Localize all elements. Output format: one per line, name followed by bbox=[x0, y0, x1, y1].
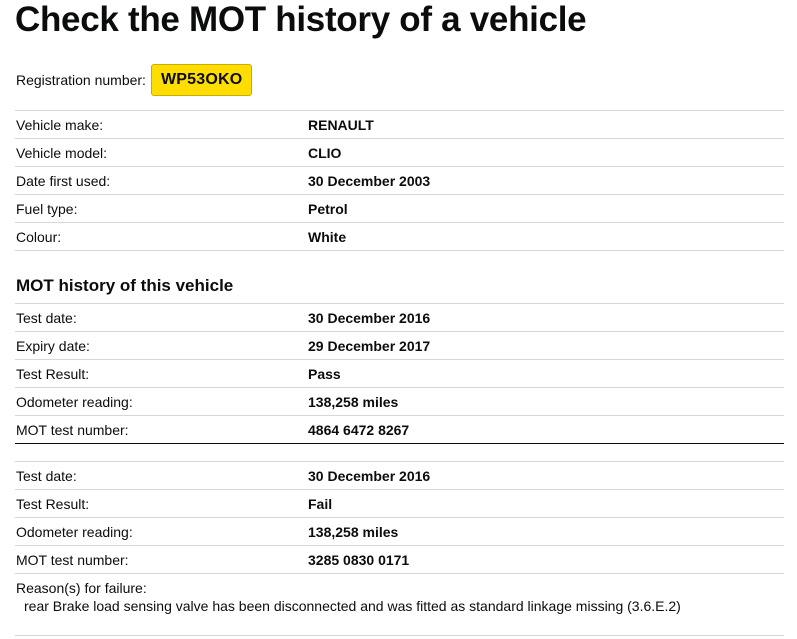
divider bbox=[15, 635, 784, 636]
page-title: Check the MOT history of a vehicle bbox=[15, 0, 587, 39]
test-date-label: Test date: bbox=[16, 468, 77, 484]
failure-reasons-label: Reason(s) for failure: bbox=[16, 580, 147, 596]
test-result-value: Fail bbox=[308, 496, 333, 512]
mot-test-number-row: MOT test number: 3285 0830 0171 bbox=[15, 545, 784, 573]
registration-row: Registration number: WP53OKO bbox=[16, 64, 253, 96]
mot-test-number-label: MOT test number: bbox=[16, 422, 129, 438]
mot-test-number-row: MOT test number: 4864 6472 8267 bbox=[15, 415, 784, 443]
colour-value: White bbox=[308, 229, 347, 245]
divider bbox=[15, 250, 784, 251]
mot-test-number-value: 3285 0830 0171 bbox=[308, 552, 410, 568]
vehicle-details-table: Vehicle make: RENAULT Vehicle model: CLI… bbox=[15, 110, 784, 251]
date-first-used-label: Date first used: bbox=[16, 173, 111, 189]
mot-test-number-label: MOT test number: bbox=[16, 552, 129, 568]
test-result-row: Test Result: Fail bbox=[15, 489, 784, 517]
registration-plate: WP53OKO bbox=[150, 64, 253, 96]
vehicle-make-value: RENAULT bbox=[308, 117, 374, 133]
test-date-row: Test date: 30 December 2016 bbox=[15, 461, 784, 489]
expiry-date-row: Expiry date: 29 December 2017 bbox=[15, 331, 784, 359]
vehicle-make-row: Vehicle make: RENAULT bbox=[15, 110, 784, 138]
test-separator bbox=[15, 443, 784, 444]
test-result-row: Test Result: Pass bbox=[15, 359, 784, 387]
mot-test-number-value: 4864 6472 8267 bbox=[308, 422, 410, 438]
odometer-row: Odometer reading: 138,258 miles bbox=[15, 517, 784, 545]
odometer-row: Odometer reading: 138,258 miles bbox=[15, 387, 784, 415]
test-result-label: Test Result: bbox=[16, 366, 90, 382]
odometer-label: Odometer reading: bbox=[16, 524, 133, 540]
test-date-value: 30 December 2016 bbox=[308, 310, 431, 326]
test-date-value: 30 December 2016 bbox=[308, 468, 431, 484]
date-first-used-value: 30 December 2003 bbox=[308, 173, 431, 189]
vehicle-model-label: Vehicle model: bbox=[16, 145, 108, 161]
colour-row: Colour: White bbox=[15, 222, 784, 250]
vehicle-model-row: Vehicle model: CLIO bbox=[15, 138, 784, 166]
colour-label: Colour: bbox=[16, 229, 62, 245]
mot-test-record: Test date: 30 December 2016 Expiry date:… bbox=[15, 303, 784, 444]
test-date-label: Test date: bbox=[16, 310, 77, 326]
fuel-type-row: Fuel type: Petrol bbox=[15, 194, 784, 222]
date-first-used-row: Date first used: 30 December 2003 bbox=[15, 166, 784, 194]
failure-reason-item: rear Brake load sensing valve has been d… bbox=[24, 598, 681, 614]
odometer-value: 138,258 miles bbox=[308, 524, 399, 540]
test-date-row: Test date: 30 December 2016 bbox=[15, 303, 784, 331]
expiry-date-value: 29 December 2017 bbox=[308, 338, 431, 354]
odometer-value: 138,258 miles bbox=[308, 394, 399, 410]
vehicle-model-value: CLIO bbox=[308, 145, 342, 161]
fuel-type-label: Fuel type: bbox=[16, 201, 78, 217]
test-result-label: Test Result: bbox=[16, 496, 90, 512]
mot-history-heading: MOT history of this vehicle bbox=[16, 276, 234, 295]
failure-reasons: Reason(s) for failure: rear Brake load s… bbox=[15, 573, 784, 627]
registration-label: Registration number: bbox=[16, 72, 146, 88]
expiry-date-label: Expiry date: bbox=[16, 338, 90, 354]
test-result-value: Pass bbox=[308, 366, 341, 382]
odometer-label: Odometer reading: bbox=[16, 394, 133, 410]
vehicle-make-label: Vehicle make: bbox=[16, 117, 104, 133]
fuel-type-value: Petrol bbox=[308, 201, 348, 217]
mot-test-record: Test date: 30 December 2016 Test Result:… bbox=[15, 461, 784, 627]
